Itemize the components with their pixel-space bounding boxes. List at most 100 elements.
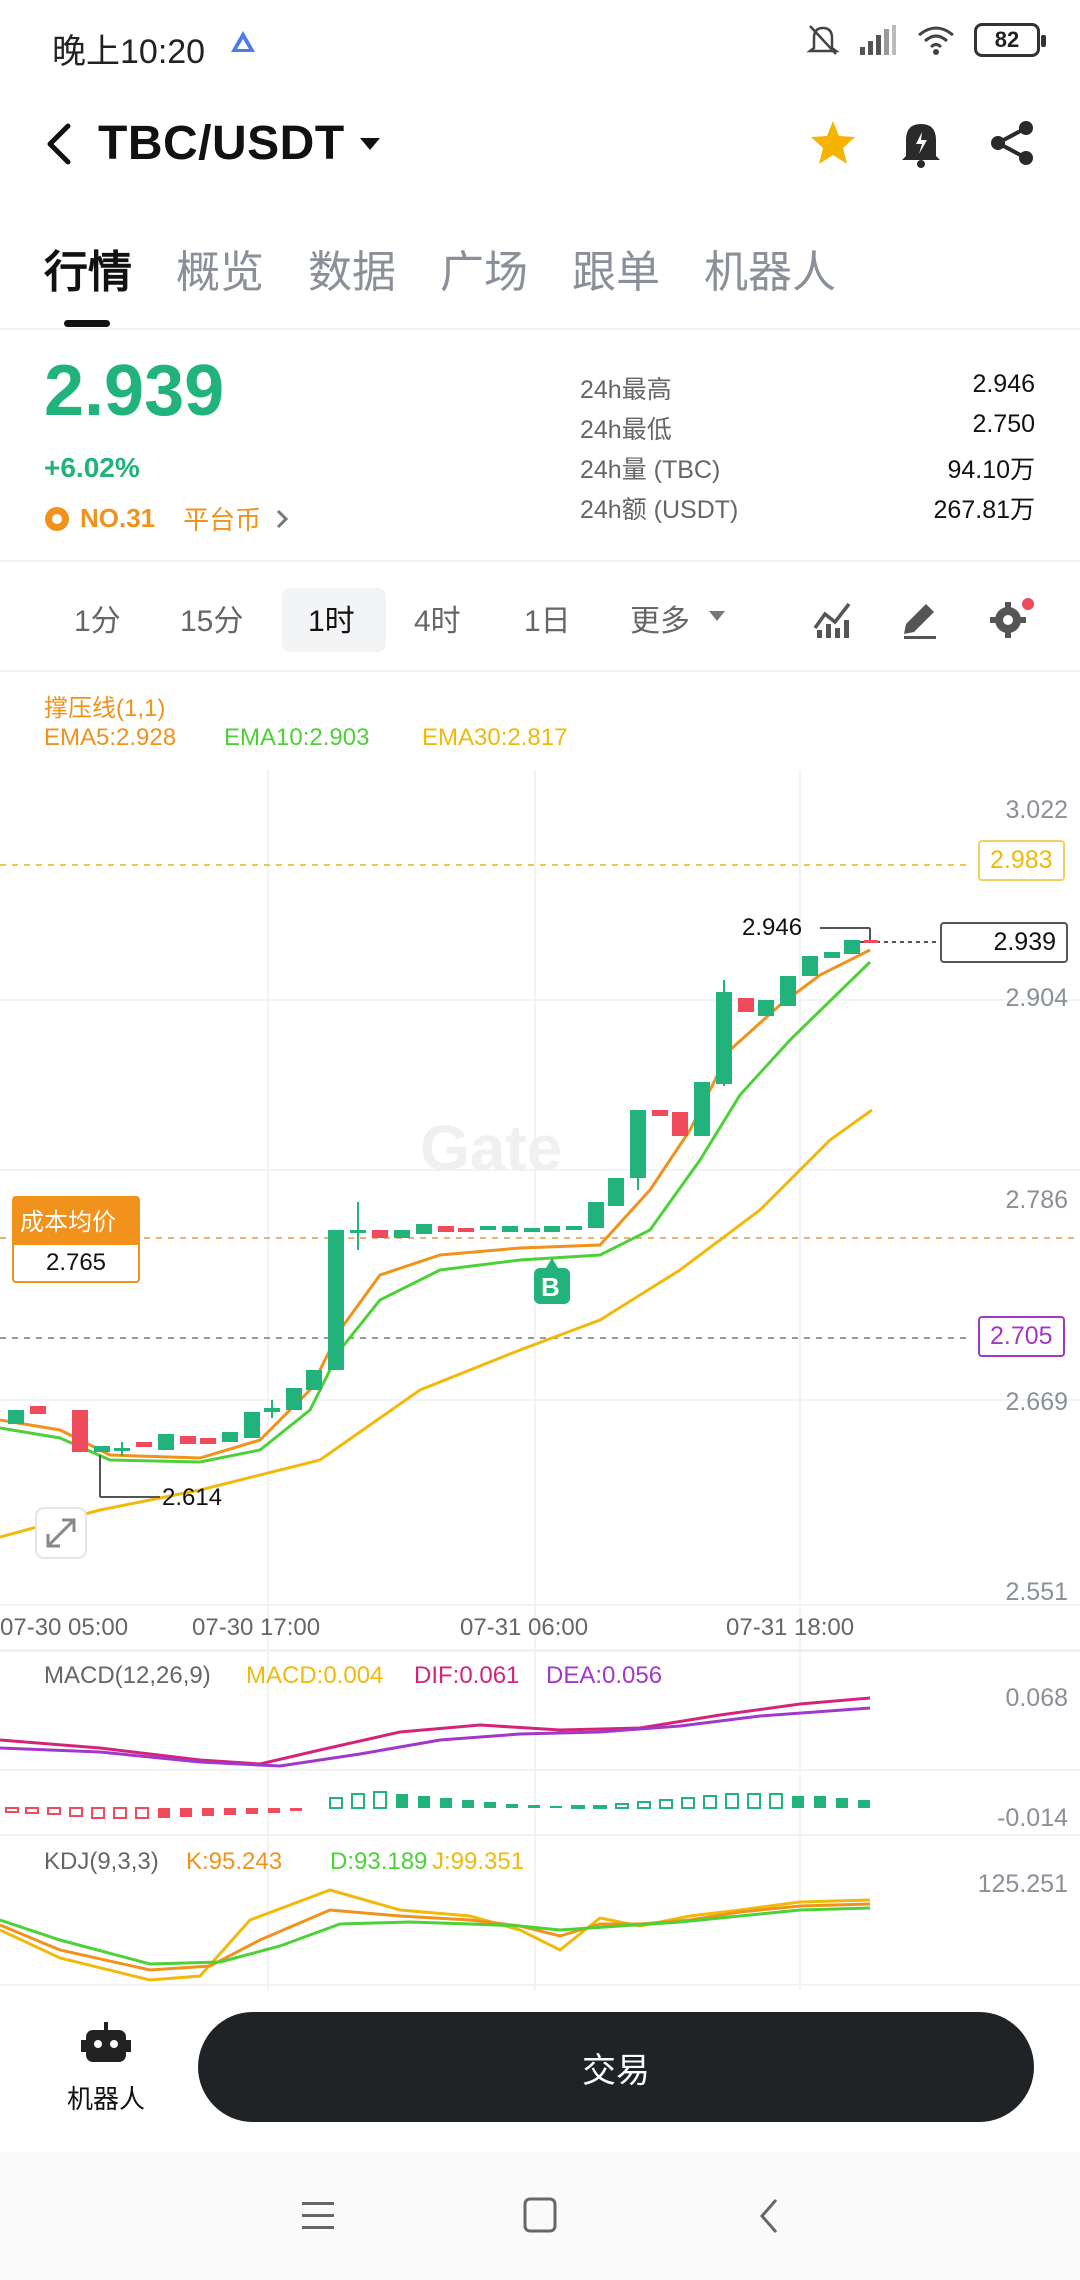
tab-overview[interactable]: 概览 bbox=[176, 248, 264, 297]
dea-value: DEA:0.056 bbox=[546, 1662, 663, 1689]
divider bbox=[0, 1834, 1080, 1836]
tab-square[interactable]: 广场 bbox=[440, 248, 528, 297]
buy-marker-label: B bbox=[541, 1272, 560, 1302]
cost-average-box[interactable]: 成本均价 2.765 bbox=[12, 1196, 140, 1283]
time-axis-label: 07-31 18:00 bbox=[726, 1614, 855, 1641]
status-bar: 晚上10:20 82 bbox=[0, 0, 1080, 90]
price-axis-label: 2.904 bbox=[1005, 984, 1068, 1012]
share-icon[interactable] bbox=[988, 118, 1036, 168]
upper-line-tag[interactable]: 2.983 bbox=[978, 840, 1065, 881]
active-tab-indicator bbox=[64, 320, 110, 327]
timeframe-1h[interactable]: 1时 bbox=[308, 605, 355, 638]
indicator-icon[interactable] bbox=[812, 598, 852, 640]
battery-indicator: 82 bbox=[974, 23, 1046, 57]
stat-value: 94.10万 bbox=[947, 456, 1035, 484]
timeframe-more[interactable]: 更多 bbox=[630, 605, 690, 638]
rank-row[interactable]: NO.31 平台币 bbox=[44, 500, 289, 537]
kdj-axis-label: 125.251 bbox=[977, 1870, 1068, 1898]
main-tabs: 行情 概览 数据 广场 跟单 机器人 bbox=[0, 236, 1080, 326]
price-axis-label: 3.022 bbox=[1005, 796, 1068, 824]
status-icons: 82 bbox=[806, 22, 1046, 58]
wifi-icon bbox=[918, 26, 954, 55]
stat-label: 24h量 (TBC) bbox=[580, 456, 721, 484]
pair-title[interactable]: TBC/USDT bbox=[98, 117, 345, 170]
price-change: +6.02% bbox=[44, 452, 140, 483]
timeframe-4h[interactable]: 4时 bbox=[414, 605, 461, 638]
ema10-label: EMA10:2.903 bbox=[224, 724, 370, 751]
candlestick-chart[interactable]: Gate bbox=[0, 770, 1080, 1990]
draw-pen-icon[interactable] bbox=[900, 598, 940, 640]
time-axis-label: 07-30 17:00 bbox=[192, 1614, 321, 1641]
buy-marker[interactable] bbox=[534, 1268, 570, 1304]
timeframe-15m[interactable]: 15分 bbox=[180, 605, 244, 638]
stat-label: 24h最高 bbox=[580, 376, 672, 404]
back-arrow-icon[interactable] bbox=[44, 122, 74, 166]
robot-label: 机器人 bbox=[66, 2084, 145, 2114]
divider bbox=[0, 560, 1080, 562]
robot-button[interactable]: 机器人 bbox=[56, 2020, 156, 2116]
stat-label: 24h最低 bbox=[580, 416, 672, 444]
divider bbox=[0, 328, 1080, 330]
price-axis-label: 2.786 bbox=[1005, 1186, 1068, 1214]
time-axis-label: 07-30 05:00 bbox=[0, 1614, 129, 1641]
mute-bell-icon bbox=[806, 25, 840, 55]
macd-axis-label: 0.068 bbox=[1005, 1684, 1068, 1712]
signal-icon bbox=[860, 25, 896, 55]
favorite-star-icon[interactable] bbox=[808, 118, 858, 168]
lower-line-tag[interactable]: 2.705 bbox=[978, 1316, 1065, 1357]
chevron-down-icon[interactable] bbox=[708, 610, 726, 622]
price-axis-label: 2.669 bbox=[1005, 1388, 1068, 1416]
last-price: 2.939 bbox=[44, 351, 225, 431]
macd-axis-label: -0.014 bbox=[997, 1804, 1068, 1832]
menu-icon[interactable] bbox=[300, 2200, 336, 2232]
low-marker-label: 2.614 bbox=[162, 1484, 223, 1511]
trade-button[interactable]: 交易 bbox=[198, 2012, 1034, 2122]
category-label[interactable]: 平台币 bbox=[183, 505, 262, 535]
system-nav-bar bbox=[0, 2152, 1080, 2280]
tab-robot[interactable]: 机器人 bbox=[704, 248, 836, 297]
last-price-tag: 2.939 bbox=[940, 922, 1068, 963]
stat-24h-turnover: 24h额 (USDT) 267.81万 bbox=[580, 490, 1035, 526]
tab-data[interactable]: 数据 bbox=[308, 248, 396, 297]
status-time: 晚上10:20 bbox=[52, 33, 206, 71]
kdj-label[interactable]: KDJ(9,3,3) bbox=[44, 1848, 159, 1875]
chevron-down-icon[interactable] bbox=[358, 136, 382, 152]
kdj-chart[interactable] bbox=[0, 1880, 1080, 1985]
chart-settings-gear-icon[interactable] bbox=[986, 596, 1036, 640]
timeframe-1d[interactable]: 1日 bbox=[524, 605, 571, 638]
ema30-label: EMA30:2.817 bbox=[422, 724, 568, 751]
rank-badge-icon bbox=[45, 506, 69, 531]
kdj-d-value: D:93.189 bbox=[330, 1848, 428, 1875]
rank-value: NO.31 bbox=[80, 503, 156, 533]
candles bbox=[8, 940, 878, 1456]
chevron-right-icon[interactable] bbox=[275, 508, 289, 530]
home-icon[interactable] bbox=[522, 2196, 558, 2234]
cost-average-value: 2.765 bbox=[12, 1243, 140, 1283]
robot-icon bbox=[81, 2022, 131, 2062]
back-icon[interactable] bbox=[756, 2196, 780, 2236]
divider bbox=[0, 1650, 1080, 1652]
macd-label[interactable]: MACD(12,26,9) bbox=[44, 1662, 211, 1689]
stat-value: 2.750 bbox=[972, 410, 1035, 438]
watermark-logo: Gate bbox=[420, 1112, 562, 1184]
tab-copy-trade[interactable]: 跟单 bbox=[572, 248, 660, 297]
kdj-j-value: J:99.351 bbox=[432, 1848, 525, 1875]
stat-24h-volume: 24h量 (TBC) 94.10万 bbox=[580, 450, 1035, 486]
app-indicator-icon bbox=[231, 31, 255, 52]
tab-market[interactable]: 行情 bbox=[44, 248, 132, 297]
stat-24h-high: 24h最高 2.946 bbox=[580, 370, 1035, 406]
dif-value: DIF:0.061 bbox=[414, 1662, 520, 1689]
macd-value: MACD:0.004 bbox=[246, 1662, 384, 1689]
macd-chart[interactable] bbox=[0, 1690, 1080, 1830]
timeframe-1m[interactable]: 1分 bbox=[74, 605, 121, 638]
kdj-k-value: K:95.243 bbox=[186, 1848, 283, 1875]
cost-average-label: 成本均价 bbox=[12, 1196, 140, 1243]
stat-label: 24h额 (USDT) bbox=[580, 496, 739, 524]
time-axis-label: 07-31 06:00 bbox=[460, 1614, 589, 1641]
support-line-label[interactable]: 撑压线(1,1) bbox=[44, 695, 166, 722]
stat-value: 267.81万 bbox=[933, 496, 1035, 524]
pair-header: TBC/USDT bbox=[0, 100, 1080, 190]
price-alert-bell-icon[interactable] bbox=[898, 118, 944, 168]
active-timeframe-bg bbox=[282, 588, 386, 652]
ema5-label: EMA5:2.928 bbox=[44, 724, 177, 751]
